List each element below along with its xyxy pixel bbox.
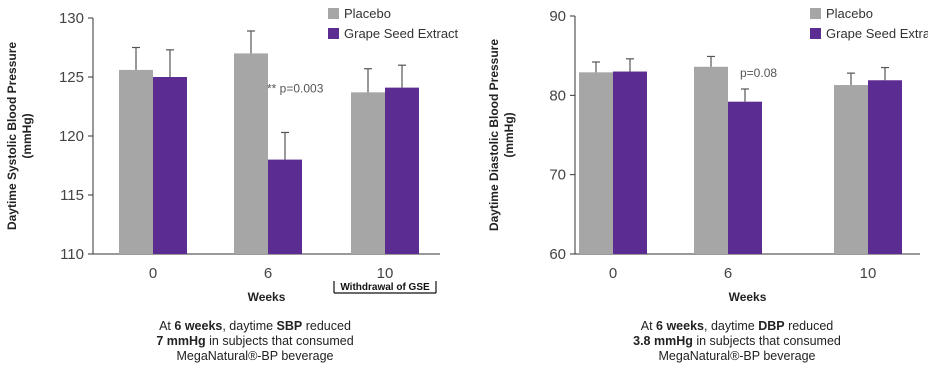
caption-line-2: 7 mmHg in subjects that consumed: [156, 334, 354, 348]
y-tick-label: 115: [60, 187, 84, 204]
bar-placebo-week-0: [579, 72, 613, 255]
y-axis-title: Daytime Diastolic Blood Pressure: [487, 39, 501, 231]
x-axis-title: Weeks: [729, 290, 767, 304]
caption-diastolic: At 6 weeks, daytime DBP reduced 3.8 mmHg…: [587, 319, 887, 364]
caption-systolic: At 6 weeks, daytime SBP reduced 7 mmHg i…: [105, 319, 405, 364]
y-tick-label: 60: [549, 246, 566, 263]
x-axis-title: Weeks: [248, 290, 286, 304]
y-tick-label: 130: [59, 10, 84, 27]
caption-line-3: MegaNatural®-BP beverage: [658, 349, 816, 363]
x-tick-label: 6: [264, 265, 272, 282]
bar-grape-seed-extract-week-6: [268, 159, 302, 254]
y-tick-label: 90: [549, 8, 566, 25]
bar-grape-seed-extract-week-10: [868, 80, 902, 254]
y-tick-label: 110: [60, 246, 84, 263]
y-axis-title: Daytime Systolic Blood Pressure: [5, 42, 19, 230]
legend-swatch: [810, 8, 821, 19]
caption-line-2: 3.8 mmHg in subjects that consumed: [633, 334, 841, 348]
caption-line-3: MegaNatural®-BP beverage: [176, 349, 334, 363]
withdrawal-annotation: Withdrawal of GSE: [340, 282, 430, 293]
legend-swatch: [810, 28, 821, 39]
x-tick-label: 6: [724, 265, 732, 282]
legend-swatch: [328, 8, 339, 19]
x-tick-label: 0: [609, 265, 617, 282]
bar-placebo-week-6: [234, 53, 268, 255]
bar-placebo-week-0: [119, 69, 153, 254]
bar-grape-seed-extract-week-0: [153, 77, 187, 254]
y-axis-title-unit: (mmHg): [502, 112, 516, 157]
blood-pressure-charts: 110 115 120 125 130 Daytime Systolic Blood Pr…: [5, 6, 928, 304]
legend-label: Placebo: [826, 6, 873, 21]
y-tick-label: 80: [549, 87, 566, 104]
x-tick-label: 10: [860, 265, 877, 282]
legend-label: Grape Seed Extract: [344, 26, 459, 41]
y-tick-label: 70: [549, 167, 566, 184]
y-tick-label: 120: [59, 128, 84, 145]
y-tick-label: 125: [59, 69, 84, 86]
p-value-annotation: ** p=0.003: [267, 82, 324, 96]
y-axis-title-unit: (mmHg): [20, 113, 34, 158]
p-value-annotation: p=0.08: [740, 66, 777, 80]
bar-grape-seed-extract-week-6: [728, 101, 762, 255]
caption-line-1: At 6 weeks, daytime DBP reduced: [640, 319, 834, 333]
caption-line-1: At 6 weeks, daytime SBP reduced: [159, 319, 351, 333]
bar-placebo-week-10: [351, 92, 385, 254]
legend-label: Grape Seed Extract: [826, 26, 928, 41]
x-tick-label: 10: [377, 265, 394, 282]
bar-placebo-week-10: [834, 85, 868, 255]
bar-grape-seed-extract-week-10: [385, 87, 419, 255]
legend-swatch: [328, 28, 339, 39]
bar-placebo-week-6: [694, 66, 728, 254]
chart-systolic: 110 115 120 125 130 Daytime Systolic Blood Pr…: [5, 6, 459, 304]
x-tick-label: 0: [149, 265, 157, 282]
bar-grape-seed-extract-week-0: [613, 71, 647, 255]
legend-label: Placebo: [344, 6, 391, 21]
